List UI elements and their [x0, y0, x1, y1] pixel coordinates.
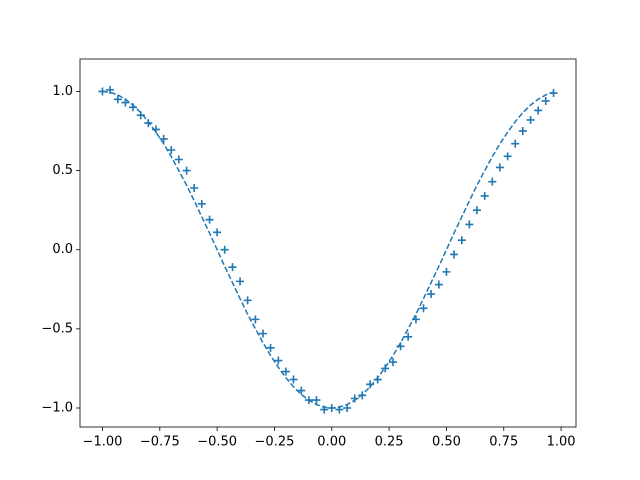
- plus-marker: [113, 95, 122, 104]
- plus-marker: [534, 106, 543, 115]
- plus-marker: [312, 396, 321, 405]
- x-tick-label: −0.50: [197, 435, 237, 450]
- plus-marker: [442, 267, 451, 276]
- plus-marker: [205, 215, 214, 224]
- plus-marker: [389, 358, 398, 367]
- plus-marker: [541, 96, 550, 105]
- plus-marker: [274, 356, 283, 365]
- plus-marker: [236, 277, 245, 286]
- plus-marker: [335, 405, 344, 414]
- plus-marker: [396, 342, 405, 351]
- x-tick-label: 1.00: [547, 435, 576, 450]
- x-tick-label: 0.75: [489, 435, 518, 450]
- plus-marker: [258, 329, 267, 338]
- plus-marker: [167, 146, 176, 155]
- plus-marker: [121, 98, 130, 107]
- plus-marker: [549, 89, 558, 98]
- axes-frame: [79, 58, 577, 428]
- plus-marker: [128, 103, 137, 112]
- y-tick-label: −0.5: [41, 321, 73, 336]
- plus-marker: [197, 199, 206, 208]
- plus-marker: [480, 191, 489, 200]
- plus-marker: [457, 236, 466, 245]
- plus-marker: [106, 85, 115, 94]
- plus-marker: [373, 375, 382, 384]
- x-tick-label: −0.75: [140, 435, 180, 450]
- plus-marker: [366, 380, 375, 389]
- y-tick-label: 1.0: [52, 84, 73, 99]
- y-tick-label: 0.0: [52, 242, 73, 257]
- x-tick-label: −0.25: [255, 435, 295, 450]
- x-tick-label: 0.50: [432, 435, 461, 450]
- plus-marker: [289, 375, 298, 384]
- plus-marker: [404, 332, 413, 341]
- plus-marker: [182, 166, 191, 175]
- plus-marker: [266, 343, 275, 352]
- plus-marker: [350, 394, 359, 403]
- plus-marker: [304, 396, 313, 405]
- plus-marker: [243, 296, 252, 305]
- plus-marker: [213, 228, 222, 237]
- plus-marker: [327, 404, 336, 413]
- plus-marker: [488, 177, 497, 186]
- plus-marker: [159, 134, 168, 143]
- plus-marker: [450, 250, 459, 259]
- plus-marker: [434, 280, 443, 289]
- plus-marker: [465, 220, 474, 229]
- plus-marker: [427, 290, 436, 299]
- x-tick-label: −1.00: [83, 435, 123, 450]
- x-tick-label: 0.25: [375, 435, 404, 450]
- plus-marker: [381, 364, 390, 373]
- plus-marker: [151, 125, 160, 134]
- plus-marker: [343, 404, 352, 413]
- plus-marker: [419, 304, 428, 313]
- plus-marker: [320, 405, 329, 414]
- plus-marker: [174, 155, 183, 164]
- plus-marker: [511, 139, 520, 148]
- plus-marker: [297, 386, 306, 395]
- plus-marker: [495, 163, 504, 172]
- plus-marker: [136, 111, 145, 120]
- plus-marker: [503, 152, 512, 161]
- x-tick-label: 0.00: [317, 435, 346, 450]
- plus-marker: [144, 119, 153, 128]
- plus-marker: [190, 183, 199, 192]
- y-tick-label: −1.0: [41, 401, 73, 416]
- plus-marker: [358, 391, 367, 400]
- plus-marker: [411, 315, 420, 324]
- plus-marker: [281, 367, 290, 376]
- plus-marker: [472, 206, 481, 215]
- plus-marker: [228, 263, 237, 272]
- line-series: [102, 90, 554, 409]
- plus-marker: [251, 315, 260, 324]
- plus-marker: [518, 127, 527, 136]
- plus-marker: [526, 115, 535, 124]
- y-tick-label: 0.5: [52, 163, 73, 178]
- plus-marker: [220, 245, 229, 254]
- plus-marker: [98, 87, 107, 96]
